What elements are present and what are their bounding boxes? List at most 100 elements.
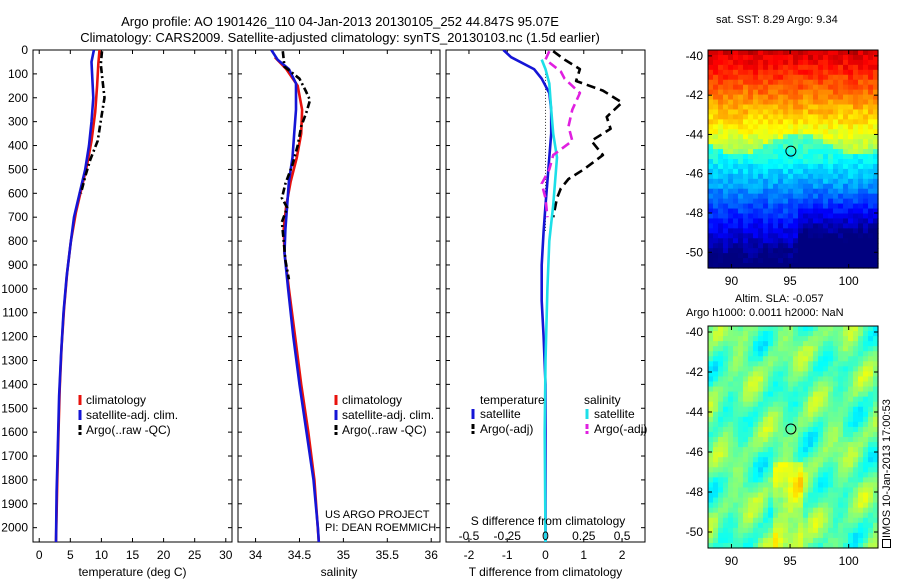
map-cell <box>803 406 809 413</box>
map-cell <box>793 243 799 249</box>
map-cell <box>718 134 724 140</box>
map-cell <box>713 144 719 150</box>
map-cell <box>763 472 769 478</box>
map-cell <box>798 159 804 165</box>
map-cell <box>858 183 864 190</box>
map-cell <box>868 104 874 111</box>
map-cell <box>813 223 819 229</box>
map-cell <box>753 223 759 229</box>
map-cell <box>858 426 864 433</box>
map-cell <box>748 84 754 91</box>
map-cell <box>793 487 799 494</box>
map-cell <box>798 109 804 115</box>
map-cell <box>748 154 754 160</box>
map-cell <box>843 89 849 96</box>
map-cell <box>753 512 759 519</box>
map-cell <box>708 336 714 342</box>
map-cell <box>813 84 819 91</box>
map-cell <box>743 411 749 418</box>
map-cell <box>798 208 804 215</box>
map-cell <box>743 213 749 220</box>
map-cell <box>858 452 864 458</box>
map-cell <box>823 426 829 433</box>
map-cell <box>858 447 864 453</box>
map-cell <box>778 477 784 484</box>
map-cell <box>838 198 844 205</box>
map-cell <box>718 84 724 91</box>
map-cell <box>763 183 769 190</box>
map-cell <box>838 124 844 130</box>
map-cell <box>743 64 749 71</box>
map-cell <box>718 89 724 96</box>
map-cell <box>773 248 779 254</box>
map-cell <box>718 411 724 418</box>
map-cell <box>823 74 829 81</box>
map-cell <box>708 149 714 155</box>
map-cell <box>758 233 764 239</box>
map-cell <box>873 104 879 111</box>
x-tick-label: 36 <box>425 548 439 562</box>
map-cell <box>713 258 719 264</box>
map-cell <box>858 406 864 413</box>
map-cell <box>733 64 739 71</box>
map-cell <box>798 218 804 224</box>
map-cell <box>708 243 714 249</box>
map-cell <box>778 411 784 418</box>
y-tick-label: 1900 <box>1 497 28 511</box>
top-tick-label: -0.5 <box>459 529 480 543</box>
map-cell <box>848 79 854 86</box>
map-cell <box>868 416 874 423</box>
map-cell <box>788 208 794 215</box>
map-cell <box>843 173 849 180</box>
map-cell <box>848 109 854 115</box>
map-cell <box>773 258 779 264</box>
map-cell <box>708 228 714 234</box>
map-cell <box>848 263 854 269</box>
map-cell <box>753 213 759 220</box>
map-cell <box>763 507 769 514</box>
map-cell <box>788 457 794 463</box>
map-cell <box>833 361 839 367</box>
map-cell <box>738 442 744 448</box>
map-cell <box>853 416 859 423</box>
map-cell <box>803 208 809 215</box>
map-cell <box>713 159 719 165</box>
map-cell <box>868 437 874 443</box>
map-cell <box>798 447 804 453</box>
map-cell <box>723 134 729 140</box>
map-cell <box>793 452 799 458</box>
map-cell <box>778 497 784 504</box>
map-cell <box>863 159 869 165</box>
map-cell <box>733 376 739 383</box>
map-cell <box>818 351 824 357</box>
map-cell <box>788 203 794 210</box>
map-cell <box>788 396 794 403</box>
map-cell <box>763 366 769 373</box>
map-cell <box>838 522 844 529</box>
map-cell <box>773 129 779 135</box>
map-cell <box>843 69 849 76</box>
map-cell <box>853 168 859 175</box>
map-cell <box>818 248 824 254</box>
map-cell <box>733 114 739 120</box>
map-cell <box>718 381 724 388</box>
map-cell <box>823 391 829 398</box>
map-cell <box>763 447 769 453</box>
map-cell <box>718 218 724 224</box>
map-cell <box>718 421 724 428</box>
map-cell <box>813 258 819 264</box>
map-cell <box>758 149 764 155</box>
map-cell <box>808 159 814 165</box>
x-tick-label: 0 <box>542 548 549 562</box>
map-cell <box>738 341 744 347</box>
map-cell <box>833 139 839 145</box>
map-cell <box>833 253 839 259</box>
map-cell <box>733 69 739 76</box>
map-cell <box>823 163 829 170</box>
map-cell <box>748 178 754 185</box>
map-cell <box>763 69 769 76</box>
map-cell <box>708 356 714 362</box>
map-cell <box>783 119 789 125</box>
map-cell <box>728 114 734 120</box>
map-cell <box>838 94 844 101</box>
